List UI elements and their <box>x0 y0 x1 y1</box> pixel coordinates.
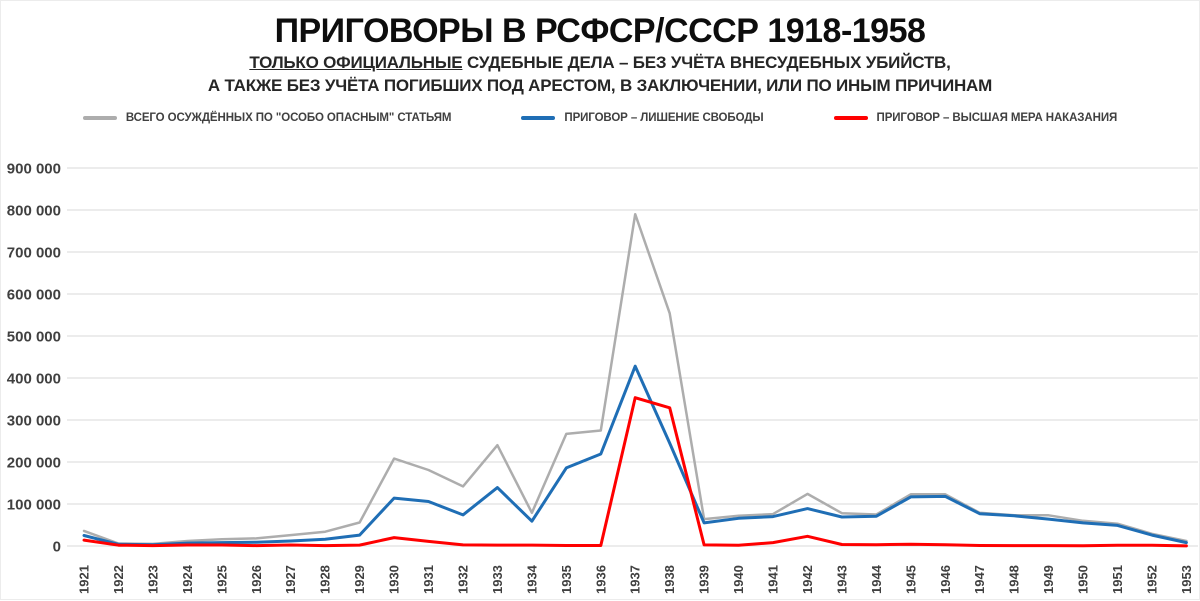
chart-header: ПРИГОВОРЫ В РСФСР/СССР 1918-1958 ТОЛЬКО … <box>1 11 1199 98</box>
y-tick-label: 800 000 <box>7 203 61 220</box>
x-tick-label: 1949 <box>1041 565 1056 594</box>
x-tick-label: 1935 <box>559 565 574 594</box>
x-tick-label: 1950 <box>1076 565 1091 594</box>
subtitle-line1-rest: СУДЕБНЫЕ ДЕЛА – БЕЗ УЧЁТА ВНЕСУДЕБНЫХ УБ… <box>462 52 951 72</box>
legend-label-imprisonment: ПРИГОВОР – ЛИШЕНИЕ СВОБОДЫ <box>564 111 764 124</box>
series-line-0 <box>82 212 1188 546</box>
series-lines <box>82 212 1188 548</box>
y-tick-label: 700 000 <box>7 245 61 262</box>
x-tick-label: 1930 <box>387 565 402 594</box>
chart-subtitle: ТОЛЬКО ОФИЦИАЛЬНЫЕ СУДЕБНЫЕ ДЕЛА – БЕЗ У… <box>1 52 1199 98</box>
x-tick-label: 1943 <box>834 565 849 594</box>
y-tick-label: 100 000 <box>7 497 61 514</box>
series-line-2 <box>82 396 1188 548</box>
x-tick-label: 1951 <box>1110 565 1125 594</box>
legend-label-total: ВСЕГО ОСУЖДЁННЫХ ПО "ОСОБО ОПАСНЫМ" СТАТ… <box>125 111 452 124</box>
legend-item-imprisonment: ПРИГОВОР – ЛИШЕНИЕ СВОБОДЫ <box>521 111 764 124</box>
x-axis-labels: 1921 1922 1923 1924 1925 1926 1927 1928 1929 1930… <box>77 564 1194 594</box>
x-tick-label: 1938 <box>662 565 677 594</box>
x-tick-label: 1931 <box>421 565 436 594</box>
x-tick-label: 1926 <box>249 565 264 594</box>
x-tick-label: 1940 <box>731 565 746 594</box>
x-tick-label: 1932 <box>455 565 470 594</box>
x-tick-label: 1925 <box>214 565 229 594</box>
x-tick-label: 1946 <box>938 565 953 594</box>
series-line-1 <box>82 364 1188 547</box>
chart-legend: ВСЕГО ОСУЖДЁННЫХ ПО "ОСОБО ОПАСНЫМ" СТАТ… <box>1 112 1199 124</box>
x-tick-label: 1936 <box>593 565 608 594</box>
y-tick-label: 900 000 <box>7 161 61 178</box>
x-tick-label: 1948 <box>1007 565 1022 594</box>
x-tick-label: 1929 <box>352 565 367 594</box>
y-tick-label: 300 000 <box>7 413 61 430</box>
x-tick-label: 1947 <box>972 565 987 594</box>
x-tick-label: 1928 <box>318 565 333 594</box>
y-tick-label: 600 000 <box>7 287 61 304</box>
y-tick-label: 200 000 <box>7 455 61 472</box>
blue-line-swatch-icon <box>521 115 556 120</box>
y-tick-label: 400 000 <box>7 371 61 388</box>
x-tick-label: 1939 <box>697 565 712 594</box>
x-tick-label: 1944 <box>869 564 884 594</box>
subtitle-line2: А ТАКЖЕ БЕЗ УЧЁТА ПОГИБШИХ ПОД АРЕСТОМ, … <box>207 75 993 95</box>
x-tick-label: 1922 <box>111 565 126 594</box>
subtitle-underlined-text: ТОЛЬКО ОФИЦИАЛЬНЫЕ <box>249 52 463 72</box>
x-tick-label: 1945 <box>903 565 918 594</box>
y-tick-label: 500 000 <box>7 329 61 346</box>
x-tick-label: 1942 <box>800 565 815 594</box>
x-tick-label: 1923 <box>145 565 160 594</box>
x-tick-label: 1953 <box>1179 565 1194 594</box>
gray-line-swatch-icon <box>82 115 117 120</box>
x-tick-label: 1937 <box>628 565 643 594</box>
y-axis-labels: 0 100 000 200 000 300 000 400 000 500 000 600 … <box>7 161 61 556</box>
legend-item-execution: ПРИГОВОР – ВЫСШАЯ МЕРА НАКАЗАНИЯ <box>833 111 1118 124</box>
legend-item-total: ВСЕГО ОСУЖДЁННЫХ ПО "ОСОБО ОПАСНЫМ" СТАТ… <box>82 111 452 124</box>
x-tick-label: 1934 <box>524 564 539 594</box>
chart-title: ПРИГОВОРЫ В РСФСР/СССР 1918-1958 <box>274 12 926 50</box>
x-tick-label: 1933 <box>490 565 505 594</box>
y-tick-label: 0 <box>53 539 61 556</box>
x-tick-label: 1952 <box>1144 565 1159 594</box>
gridlines <box>67 167 1198 547</box>
red-line-swatch-icon <box>833 115 868 120</box>
x-tick-label: 1941 <box>766 565 781 594</box>
x-tick-label: 1927 <box>283 565 298 594</box>
x-tick-label: 1921 <box>77 565 92 594</box>
x-tick-label: 1924 <box>180 564 195 594</box>
legend-label-execution: ПРИГОВОР – ВЫСШАЯ МЕРА НАКАЗАНИЯ <box>876 111 1118 124</box>
